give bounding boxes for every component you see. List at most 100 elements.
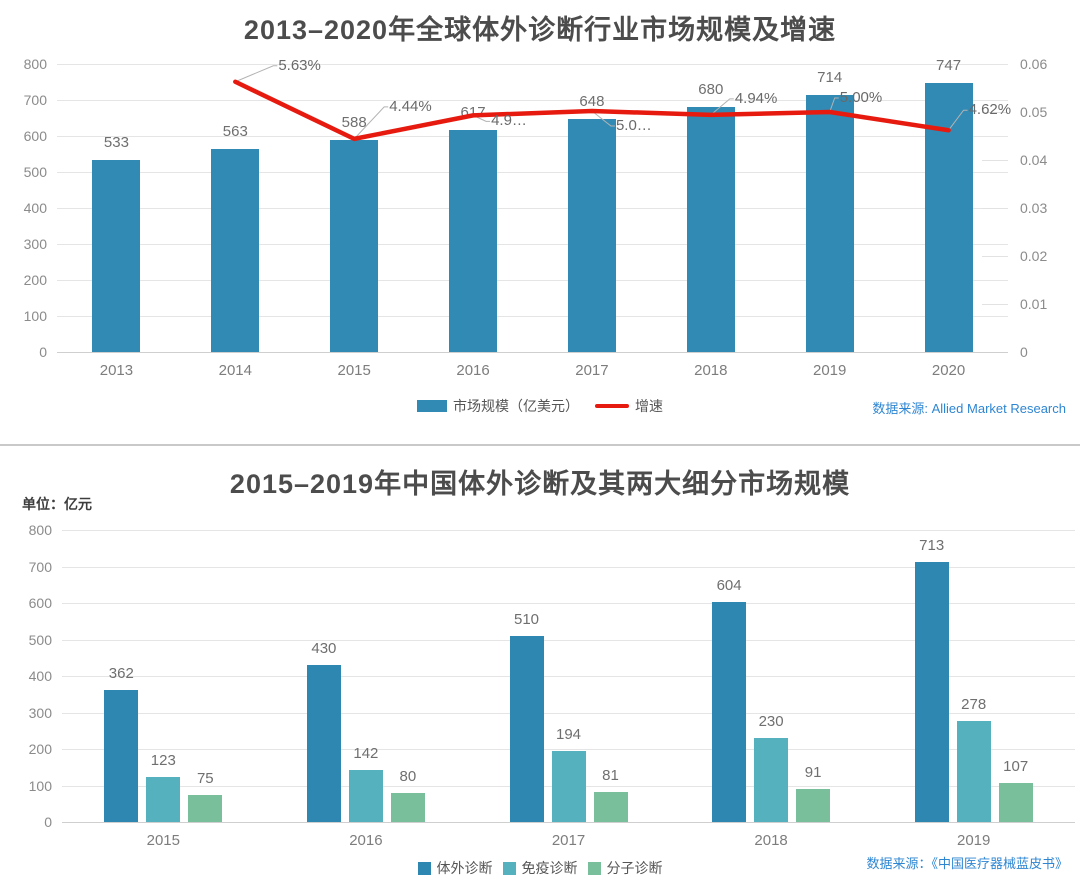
- bar-value-label: 75: [196, 769, 214, 787]
- y-axis-tick-label: 200: [28, 741, 52, 757]
- bar-value-label: 362: [108, 664, 134, 682]
- x-axis-tick-label: 2017: [551, 832, 586, 849]
- segment-bar: [712, 601, 747, 822]
- legend-label: 体外诊断: [436, 860, 493, 876]
- legend-swatch-market-size: [417, 400, 447, 412]
- bar-value-label: 510: [513, 610, 540, 628]
- growth-value-label: 4.94%: [734, 89, 778, 107]
- bar-value-label: 648: [579, 92, 605, 110]
- y-axis-tick-label: 600: [23, 128, 47, 144]
- bar-value-label: 80: [399, 767, 417, 785]
- right-axis-tick-label: 0.05: [1020, 104, 1048, 120]
- x-axis-tick-label: 2019: [957, 832, 991, 849]
- segment-bar: [593, 792, 628, 822]
- chart1-source-note: 数据来源: Allied Market Research: [872, 401, 1066, 416]
- y-axis-tick-label: 200: [23, 272, 47, 288]
- segment-bar: [796, 788, 831, 822]
- growth-label-connector: [829, 97, 839, 113]
- bar-value-label: 107: [1003, 757, 1029, 775]
- bar-value-label: 278: [961, 695, 987, 713]
- chart2-plot-area: 0 100 200 300 400 500 600 700 800 362 123 75 2015 430…: [29, 522, 1075, 849]
- y-axis-tick-label: 600: [28, 595, 52, 611]
- gridline: [62, 566, 1075, 568]
- bar-value-label: 713: [919, 536, 945, 554]
- gridline: [62, 712, 1075, 714]
- right-gridline: [982, 112, 1008, 113]
- growth-value-label: 5.63%: [278, 56, 321, 74]
- chart1-plot-area: 0 100 200 300 400 500 600 700 800 0 0.01 0.02 0.03 0.…: [24, 56, 1048, 379]
- gridline: [62, 676, 1075, 677]
- y-axis-tick-label: 400: [28, 668, 52, 684]
- chart1-title: 2013–2020年全球体外诊断行业市场规模及增速: [243, 15, 837, 45]
- x-axis-tick-label: 2017: [575, 362, 609, 379]
- bar-value-label: 230: [758, 713, 784, 731]
- y-axis-tick-label: 700: [23, 92, 47, 108]
- segment-bar: [956, 720, 991, 822]
- market-size-bar: [805, 94, 854, 352]
- y-axis-tick-label: 100: [28, 777, 52, 794]
- market-size-bar: [567, 118, 616, 352]
- right-axis-tick-label: 0: [1020, 344, 1028, 360]
- bar-value-label: 563: [222, 123, 248, 141]
- legend-item-体外诊断: 体外诊断: [417, 858, 493, 878]
- x-axis-tick-label: 2018: [754, 832, 788, 849]
- gridline: [62, 603, 1075, 604]
- x-axis-tick-label: 2016: [349, 832, 383, 849]
- right-axis-tick-label: 0.02: [1020, 248, 1048, 264]
- y-axis-tick-label: 800: [28, 522, 52, 538]
- y-axis-tick-label: 500: [28, 631, 52, 648]
- gridline: [57, 136, 1008, 137]
- gridline: [57, 352, 1008, 353]
- x-axis-tick-label: 2013: [99, 362, 134, 379]
- legend-label-market-size: 市场规模（亿美元）: [453, 398, 579, 414]
- market-size-bar: [92, 160, 141, 352]
- segment-bar: [998, 782, 1033, 822]
- y-axis-tick-label: 0: [44, 814, 52, 830]
- segment-bar: [914, 561, 949, 822]
- growth-value-label: 4.44%: [389, 97, 432, 115]
- bar-value-label: 91: [804, 763, 822, 781]
- bar-value-label: 588: [341, 114, 367, 132]
- chart2-legend: 体外诊断 免疫诊断 分子诊断: [0, 858, 1080, 878]
- section-divider: [0, 444, 1080, 446]
- y-axis-tick-label: 0: [39, 344, 47, 360]
- segment-bar: [509, 635, 544, 822]
- right-gridline: [982, 256, 1008, 257]
- bar-value-label: 194: [555, 726, 582, 744]
- global-ivd-chart-section: 2013–2020年全球体外诊断行业市场规模及增速 0 100 200 300 400 5…: [0, 0, 1080, 443]
- segment-bar: [146, 777, 181, 822]
- segment-bar: [188, 794, 223, 822]
- legend-swatch: [502, 861, 516, 875]
- bar-value-label: 81: [602, 767, 619, 785]
- legend-item-market-size: 市场规模（亿美元）: [417, 396, 579, 416]
- gridline: [62, 530, 1075, 531]
- legend-item-分子诊断: 分子诊断: [587, 858, 663, 878]
- legend-label-growth: 增速: [635, 398, 663, 414]
- legend-item-growth: 增速: [595, 396, 663, 416]
- growth-label-connector: [591, 110, 615, 127]
- bar-value-label: 142: [353, 745, 379, 763]
- right-gridline: [982, 304, 1008, 305]
- gridline: [62, 639, 1075, 641]
- growth-value-label: 4.62%: [968, 101, 1012, 119]
- gridline: [57, 100, 1008, 101]
- gridline: [57, 208, 1008, 209]
- growth-label-connector: [710, 98, 734, 116]
- market-size-bar: [211, 149, 260, 352]
- x-axis-tick-label: 2014: [218, 362, 252, 379]
- bar-value-label: 533: [103, 134, 129, 152]
- right-axis-tick-label: 0.03: [1020, 200, 1048, 216]
- x-axis-tick-label: 2015: [337, 362, 371, 379]
- gridline: [57, 64, 1008, 65]
- market-size-bar: [449, 129, 498, 352]
- x-axis-tick-label: 2019: [813, 362, 847, 379]
- bar-value-label: 714: [817, 68, 843, 86]
- growth-value-label: 5.00%: [839, 89, 883, 106]
- bar-value-label: 747: [936, 57, 962, 75]
- legend-swatch-growth-line: [595, 404, 629, 408]
- segment-bar: [754, 738, 789, 822]
- legend-label: 分子诊断: [606, 860, 663, 876]
- growth-value-label: 4.9…: [491, 112, 527, 130]
- growth-rate-line: [233, 79, 951, 142]
- y-axis-tick-label: 700: [28, 558, 52, 575]
